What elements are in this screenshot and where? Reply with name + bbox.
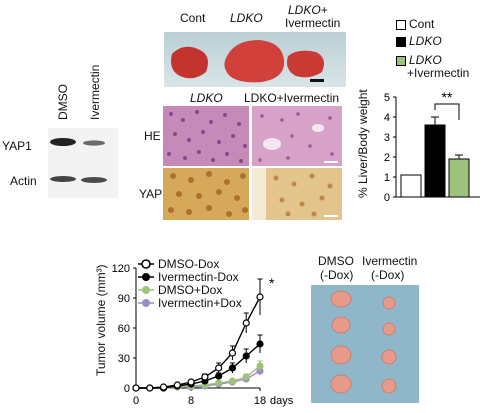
bar-y-tick-label: 2	[384, 152, 390, 164]
legend-label-ivermectin: +Ivermectin	[407, 66, 470, 80]
legend-marker-ivermectin-dox	[138, 273, 154, 281]
line-chart: 0 30 60 90 120 0 8 18 days *	[112, 263, 294, 407]
bar-sig-label: **	[442, 89, 453, 105]
legend-swatch-ldko-ivermectin	[396, 56, 406, 66]
series-point-0	[159, 383, 168, 391]
series-line-2	[136, 365, 261, 389]
histology-yap1-ldko-ivermectin	[252, 168, 342, 220]
histology-he-ldko	[163, 106, 249, 166]
liver-label-ldko: LDKO	[230, 11, 263, 25]
line-y-tick-label: 60	[118, 323, 130, 335]
series-point-0	[256, 293, 264, 301]
histo-col-ldko-ivermectin: LDKO+Ivermectin	[244, 91, 340, 105]
bar-y-tick-label: 3	[384, 132, 390, 144]
tumor-label-ivermectin: Ivermectin	[362, 254, 418, 268]
line-x-tick-label: 18	[254, 395, 266, 407]
legend-marker-dmso-plus-dox	[138, 286, 154, 294]
line-ylabel: Tumor volume (mm³)	[94, 264, 108, 376]
series-point-0	[215, 364, 223, 372]
line-y-tick-label: 30	[118, 353, 130, 365]
legend-marker-ivermectin-plus-dox	[138, 299, 154, 307]
series-point-2	[228, 377, 237, 385]
series-point-0	[242, 319, 250, 327]
liver-label-ivermectin: Ivermectin	[285, 16, 341, 30]
series-point-1	[228, 364, 237, 372]
bar-1	[424, 124, 446, 198]
series-point-1	[215, 372, 223, 380]
line-x-tick-label: 8	[188, 395, 194, 407]
line-x-unit: days	[270, 395, 294, 407]
bar-y-tick-label: 4	[384, 112, 390, 124]
line-x-tick-label: 0	[133, 395, 139, 407]
series-point-0	[146, 384, 154, 392]
bar-2	[448, 158, 470, 198]
series-point-2	[256, 362, 264, 370]
legend-swatch-cont	[396, 20, 406, 30]
bar-ylabel: % Liver/Body weight	[356, 89, 370, 198]
row-label-actin: Actin	[10, 174, 37, 188]
tumor-label-dmso: DMSO	[318, 254, 354, 268]
legend-label-cont: Cont	[409, 17, 435, 31]
lane-label-ivermectin: Ivermectin	[88, 64, 102, 120]
liver-label-ldko-plus: LDKO+	[288, 3, 328, 17]
line-y-tick-label: 120	[112, 263, 130, 275]
histo-row-he: HE	[144, 129, 161, 143]
histo-col-ldko: LDKO	[190, 91, 223, 105]
liver-photo	[164, 32, 346, 87]
bar-chart: 0 1 2 3 4 5 **	[384, 89, 480, 204]
liver-label-cont: Cont	[180, 11, 206, 25]
line-y-tick-label: 0	[124, 383, 130, 395]
histo-row-yap1: YAP1	[139, 187, 169, 201]
bar-y-tick-label: 0	[384, 192, 390, 204]
series-line-1	[136, 343, 261, 389]
bar-y-tick-label: 5	[384, 92, 390, 104]
legend-label-ldko-2: LDKO	[409, 53, 442, 67]
series-line-0	[136, 296, 261, 389]
legend-ivermectin-plus-dox: Ivermectin+Dox	[158, 296, 242, 310]
western-blot-image	[48, 128, 118, 198]
tumor-photo	[311, 285, 419, 403]
tumor-label-dmso-dox: (-Dox)	[320, 268, 354, 282]
legend-ivermectin-dox: Ivermectin-Dox	[158, 270, 239, 284]
legend-marker-dmso-dox	[138, 259, 154, 269]
series-point-2	[215, 379, 223, 387]
series-point-0	[201, 373, 209, 381]
series-point-0	[132, 384, 140, 392]
line-y-tick-label: 90	[118, 293, 130, 305]
legend-label-ldko: LDKO	[409, 34, 442, 48]
legend-swatch-ldko	[396, 37, 406, 47]
bar-y-tick-label: 1	[384, 172, 390, 184]
row-label-yap1: YAP1	[2, 139, 32, 153]
series-point-2	[242, 373, 250, 381]
legend-dmso-plus-dox: DMSO+Dox	[158, 283, 223, 297]
histology-yap1-ldko	[163, 168, 249, 220]
bar-0	[400, 174, 422, 198]
series-point-0	[228, 349, 237, 357]
legend-dmso-dox: DMSO-Dox	[158, 257, 220, 271]
series-point-1	[242, 352, 250, 360]
bar-sig-bracket	[434, 103, 460, 120]
line-sig-label: *	[269, 275, 275, 291]
series-point-0	[173, 381, 181, 389]
tumor-label-ivermectin-dox: (-Dox)	[371, 268, 405, 282]
histology-he-ldko-ivermectin	[252, 106, 342, 166]
series-point-0	[187, 378, 195, 386]
series-point-1	[256, 340, 264, 348]
lane-label-dmso: DMSO	[56, 84, 70, 120]
